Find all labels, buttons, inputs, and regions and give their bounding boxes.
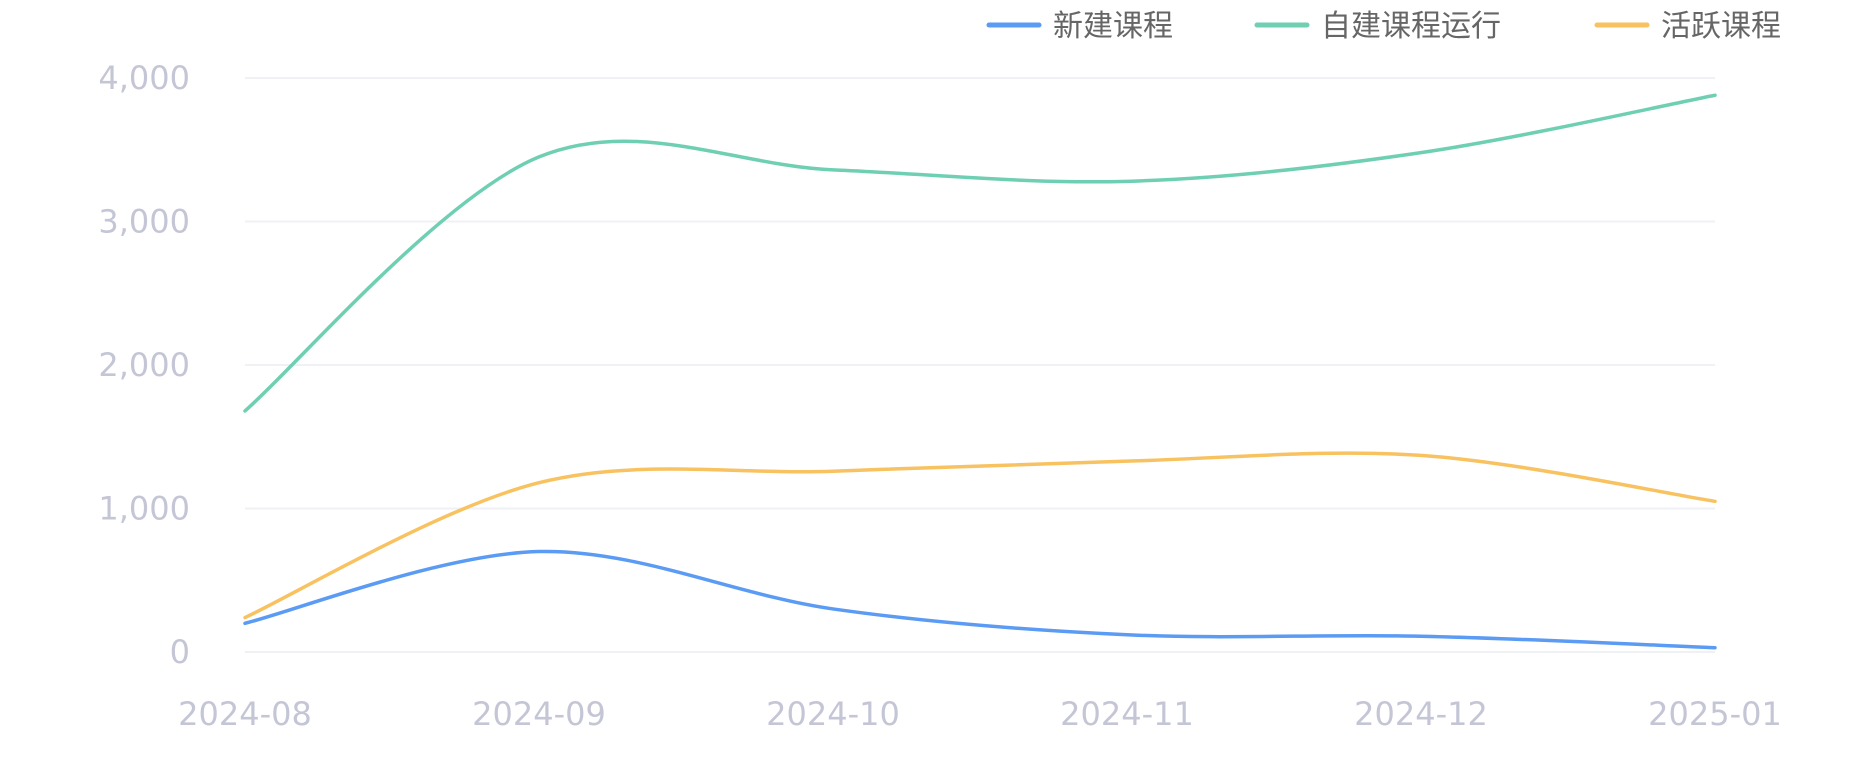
legend-label: 自建课程运行 bbox=[1321, 9, 1501, 44]
y-axis-ticks: 0 1,000 2,000 3,000 4,000 bbox=[98, 59, 190, 671]
x-tick-label: 2024-10 bbox=[766, 695, 900, 733]
y-tick-label: 4,000 bbox=[98, 59, 190, 97]
x-tick-label: 2024-09 bbox=[472, 695, 606, 733]
legend-label: 活跃课程 bbox=[1661, 9, 1781, 44]
y-tick-label: 1,000 bbox=[98, 490, 190, 528]
x-axis-ticks: 2024-08 2024-09 2024-10 2024-11 2024-12 2025-… bbox=[178, 695, 1782, 733]
x-tick-label: 2024-12 bbox=[1354, 695, 1488, 733]
series-line-2[interactable] bbox=[243, 93, 1717, 413]
y-tick-label: 3,000 bbox=[98, 203, 190, 241]
y-tick-label: 0 bbox=[170, 633, 190, 671]
grid-lines bbox=[245, 77, 1715, 653]
series-lines bbox=[243, 93, 1717, 650]
legend-item-3[interactable]: 活跃课程 bbox=[1594, 9, 1781, 44]
x-tick-label: 2024-11 bbox=[1060, 695, 1194, 733]
x-tick-label: 2025-01 bbox=[1648, 695, 1782, 733]
x-tick-label: 2024-08 bbox=[178, 695, 312, 733]
y-tick-label: 2,000 bbox=[98, 346, 190, 384]
series-line-3[interactable] bbox=[243, 451, 1717, 620]
series-line-1[interactable] bbox=[243, 549, 1717, 650]
legend-label: 新建课程 bbox=[1053, 9, 1173, 44]
legend-item-1[interactable]: 新建课程 bbox=[986, 9, 1173, 44]
legend[interactable]: 新建课程 自建课程运行 活跃课程 bbox=[986, 9, 1781, 44]
legend-item-2[interactable]: 自建课程运行 bbox=[1254, 9, 1501, 44]
